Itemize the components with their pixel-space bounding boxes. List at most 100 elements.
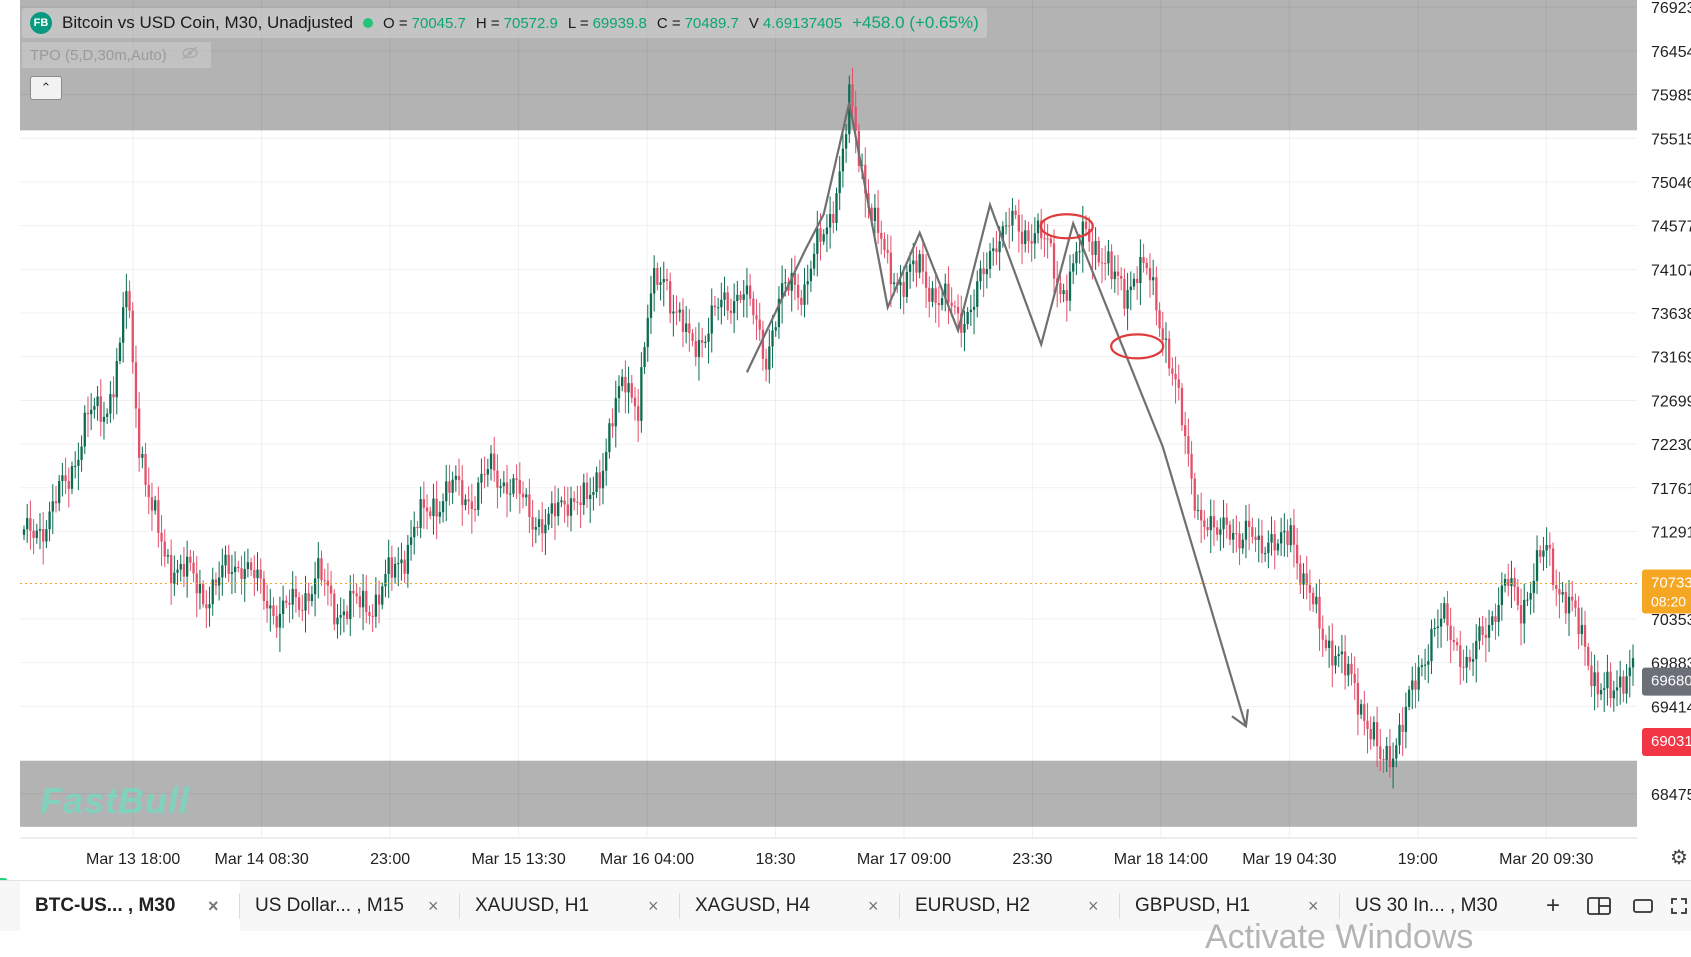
candle-body bbox=[816, 228, 819, 254]
time-axis[interactable]: Mar 13 18:00 Mar 14 08:30 23:00 Mar 15 13:3… bbox=[20, 837, 1637, 868]
candle-body bbox=[739, 294, 742, 300]
symbol-badge[interactable]: FB bbox=[30, 12, 52, 34]
candle-body bbox=[80, 446, 83, 460]
candle bbox=[928, 276, 931, 318]
close-icon[interactable]: × bbox=[1308, 895, 1319, 916]
candle bbox=[106, 408, 109, 425]
close-icon[interactable]: × bbox=[428, 895, 439, 916]
candle bbox=[1110, 244, 1113, 290]
candle-body bbox=[217, 577, 221, 586]
candle bbox=[1321, 615, 1324, 657]
candle bbox=[768, 329, 771, 384]
candle bbox=[397, 547, 400, 587]
candle-body bbox=[851, 84, 854, 108]
candle-body bbox=[806, 281, 809, 285]
candle-body bbox=[467, 499, 470, 502]
candle-body bbox=[931, 288, 934, 302]
candle-body bbox=[534, 526, 537, 530]
indicator-label[interactable]: TPO (5,D,30m,Auto) bbox=[30, 46, 167, 64]
candle bbox=[29, 500, 32, 550]
candle bbox=[944, 273, 947, 312]
close-icon[interactable]: × bbox=[208, 895, 219, 916]
candle-body bbox=[1276, 543, 1280, 551]
close-icon[interactable]: × bbox=[868, 895, 879, 916]
candle bbox=[422, 481, 426, 529]
candle-body bbox=[1462, 667, 1465, 669]
collapse-legend-button[interactable]: ⌃ bbox=[30, 76, 62, 100]
candle bbox=[1391, 742, 1395, 789]
symbol-title[interactable]: Bitcoin vs USD Coin, M30, Unadjusted bbox=[62, 13, 354, 32]
candle-body bbox=[1075, 251, 1078, 264]
candle-body bbox=[272, 605, 275, 616]
chart-tab[interactable]: GBPUSD, H1 × bbox=[1120, 881, 1340, 931]
candle bbox=[38, 513, 42, 550]
highlight-ellipse[interactable] bbox=[1110, 333, 1165, 360]
close-icon[interactable]: × bbox=[648, 895, 659, 916]
x-tick-label: Mar 20 09:30 bbox=[1499, 851, 1593, 868]
window-icon[interactable] bbox=[1628, 881, 1658, 931]
candle bbox=[288, 589, 291, 623]
open-readout: O = 70045.7 bbox=[383, 15, 466, 32]
candle bbox=[899, 265, 902, 309]
candle-body bbox=[224, 554, 227, 566]
close-icon[interactable]: × bbox=[1088, 895, 1099, 916]
eye-off-icon[interactable] bbox=[181, 46, 199, 64]
candle bbox=[544, 508, 547, 556]
chart-tab[interactable]: XAUUSD, H1 × bbox=[460, 881, 680, 931]
chart-tab[interactable]: EURUSD, H2 × bbox=[900, 881, 1120, 931]
candle bbox=[908, 252, 912, 289]
candle bbox=[707, 317, 710, 364]
candle bbox=[816, 210, 819, 277]
candle bbox=[1436, 609, 1440, 649]
chart-tab[interactable]: BTC-US... , M30 × bbox=[20, 881, 240, 931]
x-tick-label: Mar 13 18:00 bbox=[86, 851, 180, 868]
candle-body bbox=[876, 207, 880, 233]
chart-tab[interactable]: US Dollar... , M15 × bbox=[240, 881, 460, 931]
fullscreen-icon[interactable] bbox=[1668, 881, 1690, 931]
candle bbox=[979, 260, 982, 290]
candle-body bbox=[1209, 516, 1212, 531]
candle bbox=[1292, 509, 1296, 568]
candle-body bbox=[29, 518, 32, 531]
candle-body bbox=[1024, 230, 1027, 244]
candle-body bbox=[1200, 509, 1203, 521]
candle bbox=[1001, 221, 1004, 248]
candle bbox=[192, 550, 195, 583]
plus-icon[interactable]: + bbox=[1545, 892, 1560, 919]
chart-tab[interactable]: XAGUSD, H4 × bbox=[680, 881, 900, 931]
pattern-trend-line[interactable] bbox=[745, 102, 1247, 727]
candle-body bbox=[800, 297, 803, 305]
candle-body bbox=[1212, 516, 1216, 528]
candle-body bbox=[1375, 722, 1379, 747]
candle-body bbox=[1036, 220, 1040, 234]
candle bbox=[777, 286, 781, 339]
candle-body bbox=[1059, 283, 1062, 295]
candle-body bbox=[691, 333, 694, 341]
candle bbox=[582, 473, 585, 515]
candle-body bbox=[1299, 563, 1302, 585]
candle bbox=[1404, 692, 1408, 749]
indicator-row[interactable]: TPO (5,D,30m,Auto) bbox=[22, 42, 211, 68]
candle bbox=[134, 345, 138, 428]
candle-body bbox=[320, 558, 323, 581]
candle bbox=[128, 280, 131, 319]
chart-tab[interactable]: US 30 In... , M30 bbox=[1340, 881, 1540, 931]
candle bbox=[790, 258, 793, 312]
candle bbox=[982, 251, 985, 298]
candle-body bbox=[768, 346, 771, 370]
candle-body bbox=[1478, 626, 1481, 641]
candle-body bbox=[230, 572, 234, 574]
candle bbox=[531, 499, 534, 548]
candle bbox=[902, 266, 905, 315]
candle bbox=[1222, 499, 1225, 548]
candle-body bbox=[377, 594, 381, 605]
y-tick-label: 69414 bbox=[1651, 699, 1691, 716]
y-tick-label: 75985 bbox=[1651, 88, 1691, 105]
gear-icon[interactable]: ⚙ bbox=[1670, 847, 1688, 869]
highlight-ellipse[interactable] bbox=[1039, 213, 1094, 240]
candle bbox=[1507, 563, 1510, 597]
layout-split-icon[interactable] bbox=[1582, 881, 1616, 931]
candle bbox=[64, 457, 67, 494]
